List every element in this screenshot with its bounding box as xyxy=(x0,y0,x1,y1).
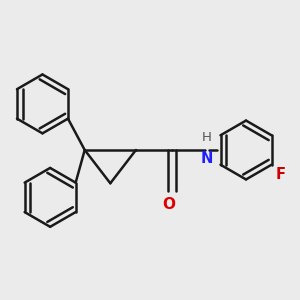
Text: F: F xyxy=(275,167,285,182)
Text: H: H xyxy=(201,130,211,144)
Text: O: O xyxy=(163,197,176,212)
Text: N: N xyxy=(200,151,212,166)
